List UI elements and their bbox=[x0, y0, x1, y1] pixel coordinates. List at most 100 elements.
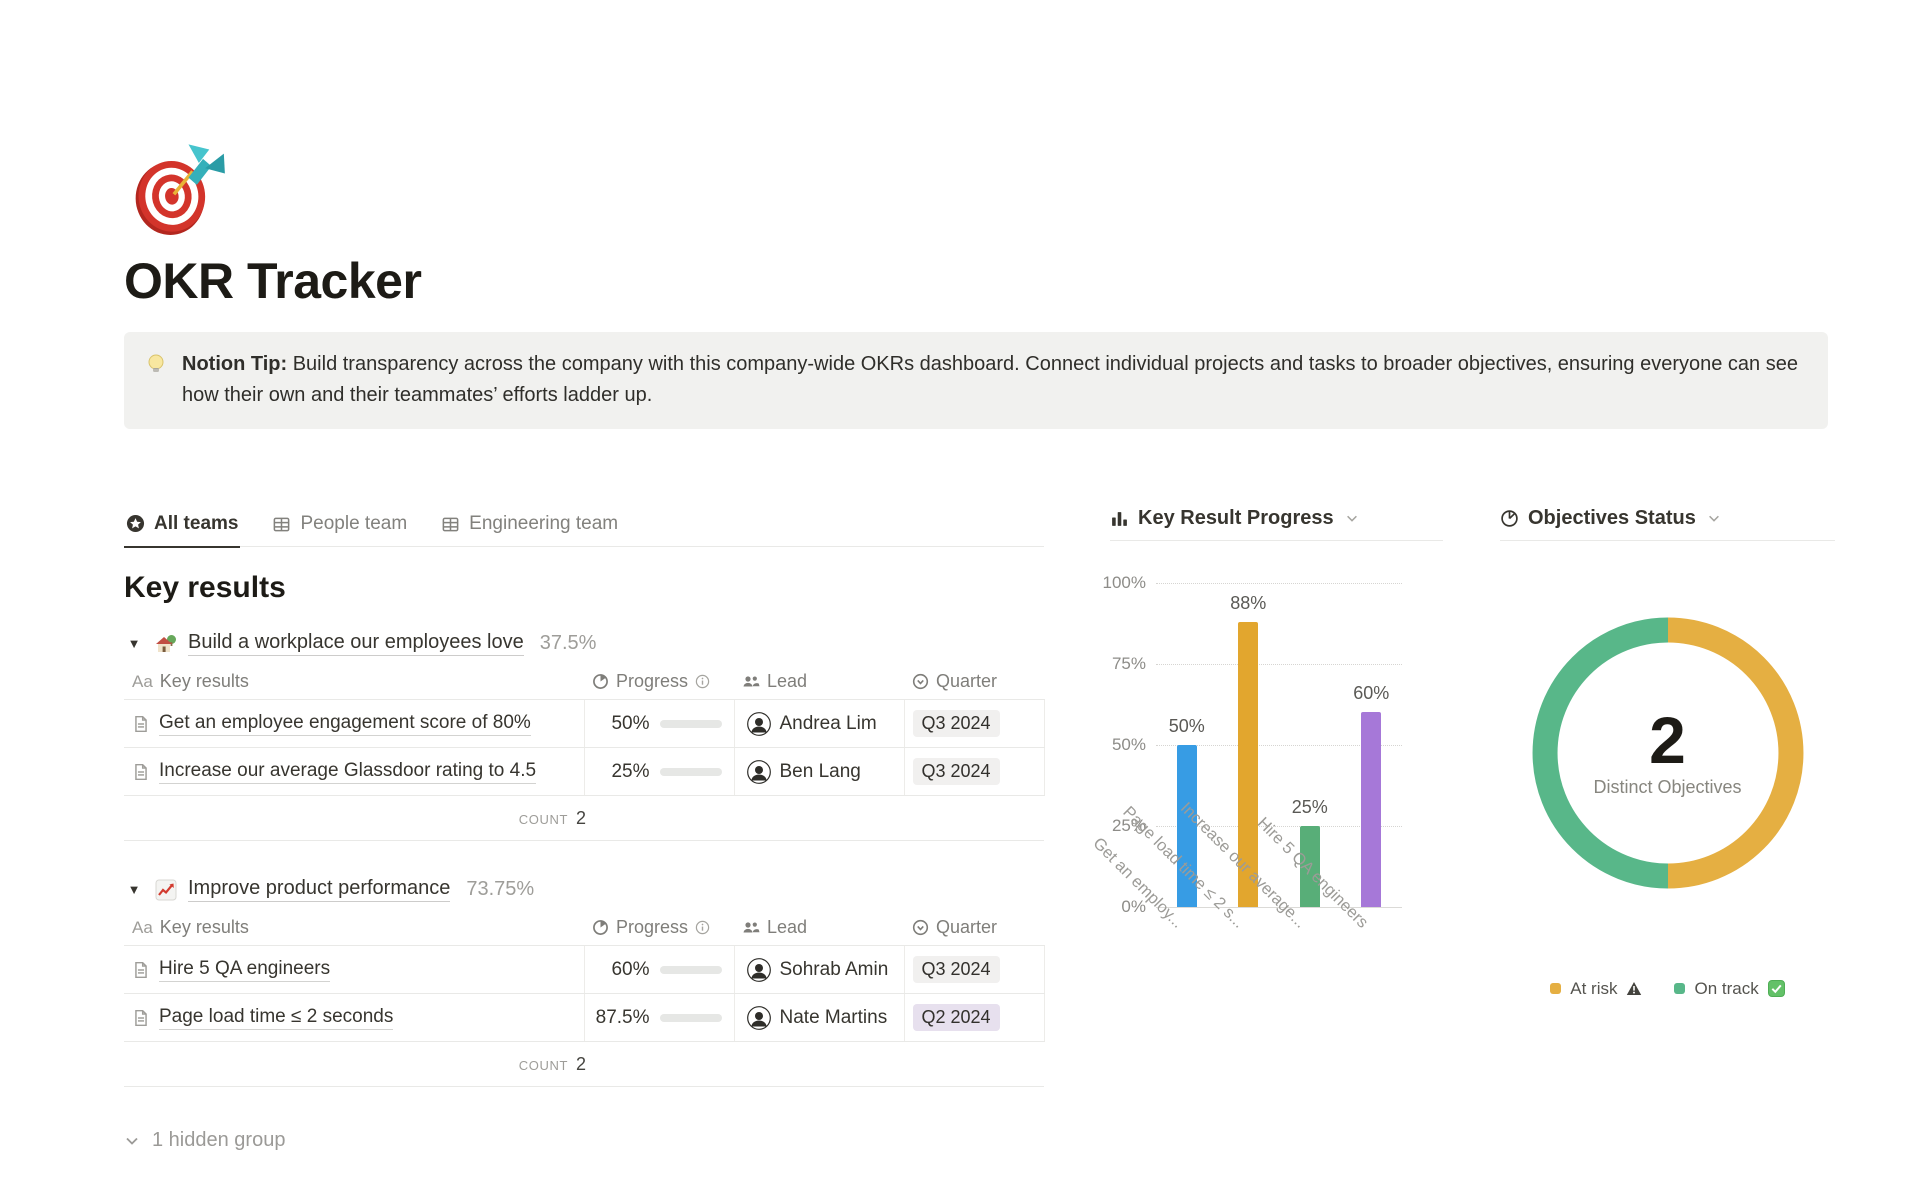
key-results-table: Aa Key results Progress Lead bbox=[124, 664, 1045, 842]
progress-percent: 87.5% bbox=[595, 1006, 650, 1028]
avatar bbox=[746, 957, 771, 982]
bar-value-label: 25% bbox=[1291, 796, 1328, 817]
bar-value-label: 88% bbox=[1230, 592, 1267, 613]
donut-slice-on-track bbox=[1532, 617, 1668, 889]
bar[interactable] bbox=[1299, 825, 1320, 907]
page-icon-direct-hit[interactable] bbox=[124, 136, 228, 240]
tab-all-teams[interactable]: All teams bbox=[124, 507, 241, 548]
info-icon[interactable] bbox=[695, 920, 710, 935]
tab-label: All teams bbox=[154, 512, 239, 534]
quarter-tag[interactable]: Q3 2024 bbox=[912, 956, 1000, 984]
bar-chart-widget-header[interactable]: Key Result Progress bbox=[1110, 507, 1443, 541]
page-title: OKR Tracker bbox=[124, 253, 422, 309]
distinct-objectives-label: Distinct Objectives bbox=[1593, 777, 1742, 798]
legend-on-track[interactable]: On track bbox=[1674, 979, 1785, 999]
group-percent: 37.5% bbox=[539, 632, 597, 655]
avatar bbox=[746, 711, 771, 736]
key-result-link[interactable]: Get an employee engagement score of 80% bbox=[159, 712, 531, 736]
column-lead[interactable]: Lead bbox=[767, 917, 808, 938]
chevron-down-icon bbox=[126, 1137, 138, 1145]
bar[interactable] bbox=[1238, 621, 1259, 907]
quarter-tag[interactable]: Q2 2024 bbox=[912, 1004, 1000, 1032]
count-row: COUNT 2 bbox=[124, 795, 1044, 842]
check-box-icon bbox=[1767, 980, 1785, 998]
table-header-row: Aa Key results Progress Lead bbox=[124, 910, 1044, 947]
star-circle-icon bbox=[126, 515, 145, 533]
table-row[interactable]: Increase our average Glassdoor rating to… bbox=[124, 747, 1045, 797]
hidden-group-toggle[interactable]: 1 hidden group bbox=[124, 1129, 1044, 1152]
progress-gauge-icon bbox=[593, 674, 608, 690]
column-progress[interactable]: Progress bbox=[616, 917, 689, 938]
bar-chart-icon bbox=[1112, 511, 1127, 526]
bar[interactable] bbox=[1176, 744, 1197, 907]
column-lead[interactable]: Lead bbox=[767, 671, 808, 692]
group-header: ▼ Build a workplace our employees love 3… bbox=[124, 627, 1044, 664]
callout-bold: Notion Tip: bbox=[182, 353, 288, 375]
column-progress[interactable]: Progress bbox=[616, 671, 689, 692]
column-name[interactable]: Key results bbox=[159, 671, 249, 692]
count-value[interactable]: 2 bbox=[575, 807, 586, 828]
y-axis-tick: 25% bbox=[1111, 815, 1146, 835]
select-property-icon bbox=[912, 674, 929, 690]
progress-percent: 25% bbox=[611, 760, 650, 782]
count-row: COUNT 2 bbox=[124, 1041, 1044, 1088]
tab-engineering-team[interactable]: Engineering team bbox=[439, 507, 620, 547]
key-result-link[interactable]: Page load time ≤ 2 seconds bbox=[159, 1006, 394, 1030]
lead-name[interactable]: Nate Martins bbox=[779, 1006, 888, 1028]
count-value[interactable]: 2 bbox=[575, 1053, 586, 1074]
table-row[interactable]: Hire 5 QA engineers 60% Sohrab Amin Q3 2… bbox=[124, 945, 1045, 995]
lead-name[interactable]: Ben Lang bbox=[779, 760, 861, 782]
key-result-progress-widget: Key Result Progress 100% 75% 50% 25% 0% 50% Ge… bbox=[1089, 507, 1443, 932]
progress-bar bbox=[659, 965, 722, 974]
quarter-tag[interactable]: Q3 2024 bbox=[912, 758, 1000, 786]
y-axis-tick: 0% bbox=[1121, 896, 1146, 916]
house-with-garden-icon bbox=[156, 634, 176, 652]
people-icon bbox=[743, 922, 760, 933]
group-header: ▼ Improve product performance 73.75% bbox=[124, 873, 1044, 910]
lead-name[interactable]: Sohrab Amin bbox=[779, 958, 889, 980]
key-result-link[interactable]: Increase our average Glassdoor rating to… bbox=[159, 760, 537, 784]
progress-gauge-icon bbox=[593, 920, 608, 936]
lead-name[interactable]: Andrea Lim bbox=[779, 712, 877, 734]
group-title-link[interactable]: Build a workplace our employees love bbox=[188, 631, 524, 657]
chevron-down-icon bbox=[1708, 515, 1719, 523]
collapse-toggle-icon[interactable]: ▼ bbox=[127, 882, 141, 898]
collapse-toggle-icon[interactable]: ▼ bbox=[127, 636, 141, 652]
chevron-down-icon bbox=[1346, 515, 1357, 523]
count-label: COUNT bbox=[518, 1057, 568, 1073]
pie-chart-icon bbox=[1501, 510, 1518, 527]
progress-bar bbox=[659, 719, 722, 728]
gridline bbox=[1156, 906, 1402, 908]
text-property-icon: Aa bbox=[132, 917, 153, 937]
gridline bbox=[1156, 663, 1402, 665]
people-icon bbox=[743, 676, 760, 687]
column-quarter[interactable]: Quarter bbox=[936, 917, 998, 938]
on-track-swatch bbox=[1674, 983, 1686, 995]
page-icon bbox=[135, 763, 147, 780]
progress-bar bbox=[659, 1013, 722, 1022]
bar-slot: 88% Page load time ≤ 2 s... bbox=[1120, 583, 1280, 932]
gridline bbox=[1156, 744, 1402, 746]
donut-widget-header[interactable]: Objectives Status bbox=[1500, 507, 1835, 541]
key-result-link[interactable]: Hire 5 QA engineers bbox=[159, 958, 331, 982]
table-icon bbox=[274, 517, 290, 531]
info-icon[interactable] bbox=[695, 674, 710, 689]
widget-title: Objectives Status bbox=[1528, 506, 1696, 529]
table-row[interactable]: Page load time ≤ 2 seconds 87.5% Nate Ma… bbox=[124, 993, 1045, 1043]
quarter-tag[interactable]: Q3 2024 bbox=[912, 710, 1000, 738]
group-title-link[interactable]: Improve product performance bbox=[188, 877, 451, 903]
table-row[interactable]: Get an employee engagement score of 80% … bbox=[124, 699, 1045, 749]
bar[interactable] bbox=[1361, 712, 1382, 907]
column-quarter[interactable]: Quarter bbox=[936, 671, 998, 692]
column-name[interactable]: Key results bbox=[159, 917, 249, 938]
donut-center: 2 Distinct Objectives bbox=[1528, 613, 1808, 893]
tab-people-team[interactable]: People team bbox=[270, 507, 409, 547]
legend-at-risk[interactable]: At risk bbox=[1550, 979, 1642, 999]
callout-text: Notion Tip: Build transparency across th… bbox=[182, 349, 1808, 412]
widget-title: Key Result Progress bbox=[1138, 506, 1334, 529]
chart-increasing-icon bbox=[155, 879, 177, 901]
progress-percent: 50% bbox=[611, 712, 650, 734]
view-tabs: All teams People team bbox=[124, 507, 1044, 548]
distinct-objectives-count: 2 bbox=[1649, 703, 1686, 778]
